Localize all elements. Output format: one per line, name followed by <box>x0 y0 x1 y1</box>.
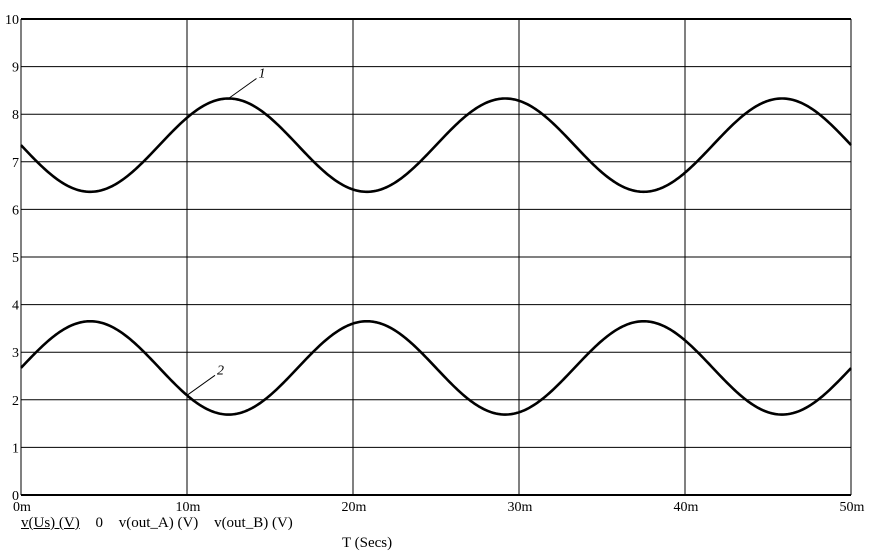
legend: v(Us) (V) 0 v(out_A) (V) v(out_B) (V) <box>21 515 305 532</box>
curve-label-leader <box>186 374 216 396</box>
legend-item[interactable]: 0 <box>95 515 103 531</box>
curve-label: 1 <box>259 66 266 81</box>
y-tick-label: 4 <box>12 299 19 314</box>
x-tick-label: 50m <box>840 500 865 515</box>
x-axis-title: T (Secs) <box>342 535 393 551</box>
x-tick-label: 40m <box>674 500 699 515</box>
y-tick-label: 10 <box>5 13 19 28</box>
series-line-2 <box>20 319 852 416</box>
curve-labels: 12 <box>186 66 266 396</box>
legend-item[interactable]: v(Us) (V) <box>21 515 80 531</box>
curve-label-leader <box>228 78 257 99</box>
legend-item[interactable]: v(out_B) (V) <box>214 515 293 531</box>
grid-lines <box>20 18 852 496</box>
x-tick-label: 30m <box>508 500 533 515</box>
y-tick-label: 6 <box>12 203 19 218</box>
y-tick-label: 8 <box>12 108 19 123</box>
y-tick-label: 5 <box>12 251 19 266</box>
curve-label: 2 <box>217 363 224 378</box>
y-tick-label: 2 <box>12 394 19 409</box>
x-tick-label: 10m <box>176 500 201 515</box>
legend-item[interactable]: v(out_A) (V) <box>118 515 199 531</box>
x-tick-label: 20m <box>342 500 367 515</box>
y-tick-label: 1 <box>12 441 19 456</box>
y-tick-label: 3 <box>12 346 19 361</box>
y-tick-label: 7 <box>12 156 19 171</box>
y-tick-label: 9 <box>12 61 19 76</box>
x-tick-label: 0m <box>13 500 31 515</box>
series-curves <box>20 97 852 416</box>
y-tick-label: 0 <box>12 489 19 504</box>
series-line-1 <box>20 97 852 194</box>
